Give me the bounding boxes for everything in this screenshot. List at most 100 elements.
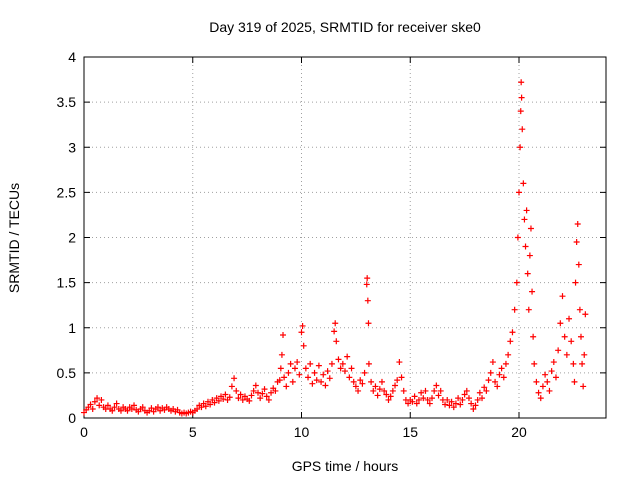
data-point bbox=[250, 387, 257, 394]
data-point bbox=[348, 365, 355, 372]
data-point bbox=[148, 405, 155, 412]
data-point bbox=[281, 374, 288, 381]
data-point bbox=[413, 400, 420, 407]
data-point bbox=[252, 382, 259, 389]
data-point bbox=[131, 402, 138, 409]
data-point bbox=[431, 387, 438, 394]
data-point bbox=[198, 404, 205, 411]
data-point bbox=[296, 371, 303, 378]
data-point bbox=[298, 329, 305, 336]
data-point bbox=[533, 378, 540, 385]
data-point bbox=[285, 369, 292, 376]
data-point bbox=[446, 402, 453, 409]
data-point bbox=[278, 351, 285, 358]
data-point bbox=[237, 391, 244, 398]
data-point bbox=[309, 380, 316, 387]
data-point bbox=[448, 398, 455, 405]
data-point bbox=[272, 387, 279, 394]
data-point bbox=[231, 375, 238, 382]
data-point bbox=[505, 351, 512, 358]
data-point bbox=[359, 380, 366, 387]
data-point bbox=[376, 386, 383, 393]
data-point bbox=[94, 395, 101, 402]
data-point bbox=[378, 378, 385, 385]
data-point bbox=[220, 396, 227, 403]
data-point bbox=[429, 395, 435, 402]
data-point bbox=[531, 360, 538, 367]
data-point bbox=[294, 359, 301, 366]
data-point bbox=[537, 395, 544, 402]
data-point bbox=[344, 353, 351, 360]
data-point bbox=[305, 374, 312, 381]
y-axis-label: SRMTID / TECUs bbox=[6, 183, 22, 293]
data-point bbox=[517, 144, 524, 151]
data-point bbox=[530, 333, 537, 340]
data-point bbox=[576, 306, 583, 313]
data-point bbox=[566, 315, 573, 322]
data-point bbox=[463, 387, 470, 394]
data-point bbox=[496, 371, 503, 378]
y-tick-label: 2 bbox=[68, 230, 76, 246]
x-tick-label: 0 bbox=[80, 424, 88, 440]
data-point bbox=[524, 270, 531, 277]
data-point bbox=[389, 387, 396, 394]
data-point bbox=[342, 368, 348, 375]
data-point bbox=[514, 234, 521, 241]
data-point bbox=[527, 225, 534, 232]
data-points bbox=[81, 79, 589, 417]
data-point bbox=[546, 387, 553, 394]
x-tick-label: 20 bbox=[511, 424, 527, 440]
data-point bbox=[511, 306, 518, 313]
data-point bbox=[263, 393, 270, 400]
data-point bbox=[542, 371, 549, 378]
data-point bbox=[535, 389, 542, 396]
y-tick-label: 1 bbox=[68, 320, 76, 336]
data-point bbox=[374, 392, 381, 399]
data-point bbox=[385, 396, 392, 403]
data-point bbox=[426, 400, 433, 407]
data-point bbox=[365, 320, 372, 327]
data-point bbox=[420, 395, 427, 402]
data-point bbox=[409, 398, 416, 405]
data-point bbox=[291, 365, 298, 372]
data-point bbox=[98, 396, 105, 403]
x-tick-label: 15 bbox=[402, 424, 418, 440]
data-point bbox=[481, 384, 488, 391]
data-point bbox=[387, 393, 394, 400]
data-point bbox=[513, 279, 520, 286]
data-point bbox=[96, 402, 103, 409]
data-point bbox=[313, 377, 320, 384]
y-tick-label: 1.5 bbox=[57, 275, 77, 291]
data-point bbox=[287, 360, 294, 367]
data-point bbox=[437, 387, 444, 394]
data-point bbox=[518, 94, 525, 101]
data-point bbox=[415, 396, 422, 403]
data-point bbox=[87, 401, 94, 408]
data-point bbox=[332, 320, 339, 327]
data-point bbox=[461, 391, 468, 398]
data-point bbox=[468, 400, 475, 407]
data-point bbox=[571, 378, 578, 385]
data-point bbox=[580, 383, 587, 390]
data-point bbox=[277, 365, 284, 372]
data-point bbox=[346, 374, 353, 381]
data-point bbox=[394, 377, 401, 384]
data-point bbox=[91, 398, 98, 405]
data-point bbox=[552, 374, 559, 381]
data-point bbox=[307, 360, 314, 367]
y-tick-label: 0 bbox=[68, 410, 76, 426]
y-ticks: 0 0.5 1 1.5 2 2.5 3 3.5 4 bbox=[57, 49, 606, 426]
data-point bbox=[470, 405, 477, 412]
data-point bbox=[222, 391, 229, 398]
data-point bbox=[574, 220, 581, 227]
data-point bbox=[368, 378, 375, 385]
y-tick-label: 0.5 bbox=[57, 365, 77, 381]
data-point bbox=[498, 365, 505, 372]
data-point bbox=[265, 396, 272, 403]
data-point bbox=[276, 377, 283, 384]
data-point bbox=[337, 365, 344, 372]
data-point bbox=[523, 207, 530, 214]
data-point bbox=[194, 405, 201, 412]
data-point bbox=[450, 404, 457, 411]
data-point bbox=[392, 382, 399, 389]
